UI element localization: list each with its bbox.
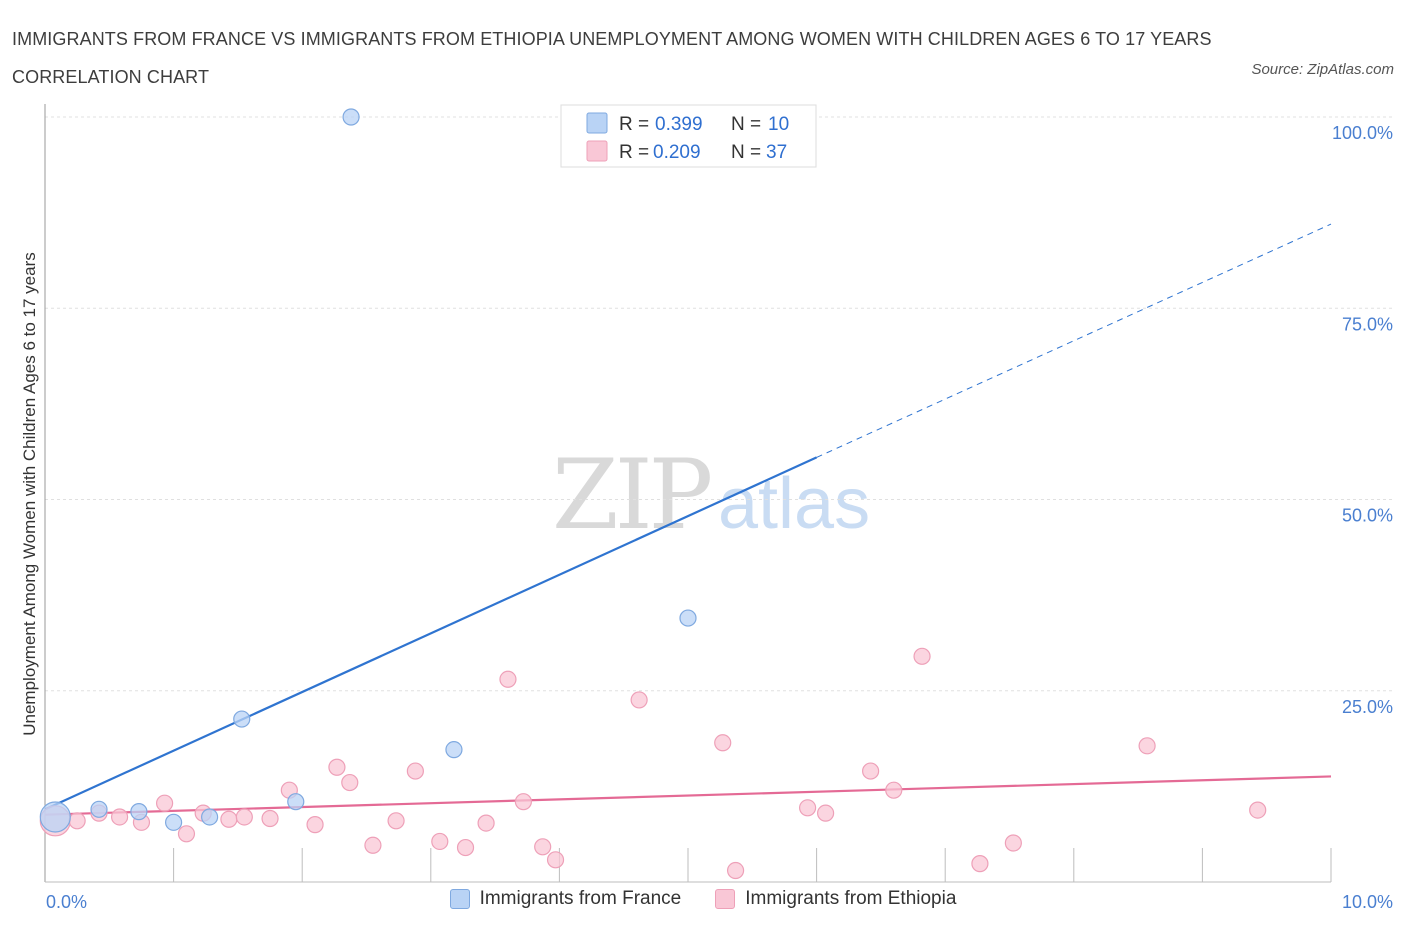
legend-swatch-ethiopia: [715, 889, 736, 909]
stats-n-label-ethiopia: N =: [731, 142, 761, 163]
chart-title: IMMIGRANTS FROM FRANCE VS IMMIGRANTS FRO…: [12, 29, 1212, 87]
stats-swatch-ethiopia: [586, 140, 608, 162]
data-point-france: [287, 793, 305, 811]
stats-n-value-ethiopia: 37: [766, 142, 787, 163]
data-point-france: [201, 808, 219, 826]
data-point-ethiopia: [68, 812, 86, 830]
data-point-ethiopia: [431, 832, 449, 851]
data-point-ethiopia: [406, 762, 424, 780]
data-point-ethiopia: [726, 861, 745, 880]
data-point-ethiopia: [220, 810, 238, 828]
data-points: [39, 108, 1267, 880]
data-point-ethiopia: [177, 825, 196, 843]
legend-swatch-france: [449, 889, 470, 909]
y-axis-tick-labels: 25.0% 50.0% 75.0% 100.0%: [1332, 123, 1393, 717]
data-point-france: [233, 710, 251, 728]
data-point-ethiopia: [913, 647, 931, 665]
y-tick-label: 50.0%: [1342, 506, 1393, 526]
source-label: Source: ZipAtlas.com: [1251, 61, 1394, 78]
data-point-france: [130, 803, 148, 821]
data-point-ethiopia: [630, 691, 648, 709]
trend-lines: [44, 223, 1332, 816]
x-axis-ticks: [173, 848, 1332, 882]
watermark-atlas: atlas: [718, 464, 870, 544]
data-point-ethiopia: [387, 812, 405, 830]
data-point-france: [679, 609, 697, 627]
data-point-ethiopia: [477, 814, 495, 832]
data-point-france: [39, 801, 71, 833]
data-point-ethiopia: [364, 836, 382, 854]
grid-lines: [45, 116, 1392, 692]
stats-r-label-france: R =: [619, 114, 649, 135]
y-tick-label: 75.0%: [1342, 314, 1393, 334]
stats-legend: R = 0.399 N = 10 R = 0.209 N = 37: [560, 104, 817, 168]
data-point-france: [165, 813, 183, 831]
y-tick-label: 25.0%: [1342, 697, 1393, 717]
data-point-ethiopia: [1004, 834, 1022, 852]
stats-n-label-france: N =: [731, 114, 761, 135]
legend-label-ethiopia: Immigrants from Ethiopia: [745, 888, 957, 909]
legend-label-france: Immigrants from France: [479, 888, 682, 909]
y-axis-label: Unemployment Among Women with Children A…: [20, 252, 39, 736]
data-point-ethiopia: [534, 838, 552, 856]
stats-r-value-france: 0.399: [655, 114, 703, 135]
data-point-ethiopia: [328, 758, 346, 776]
stats-swatch-france: [586, 112, 608, 134]
data-point-ethiopia: [306, 816, 324, 834]
stats-r-value-ethiopia: 0.209: [653, 142, 701, 163]
data-point-ethiopia: [456, 838, 475, 857]
data-point-ethiopia: [971, 855, 989, 873]
trend-line-france-extension: [816, 223, 1332, 458]
data-point-ethiopia: [546, 851, 565, 869]
data-point-ethiopia: [714, 734, 732, 752]
bottom-legend: Immigrants from France Immigrants from E…: [0, 888, 1406, 910]
watermark-zip: ZIP: [552, 439, 711, 551]
data-point-ethiopia: [1138, 737, 1156, 755]
data-point-ethiopia: [817, 804, 835, 822]
data-point-ethiopia: [235, 808, 253, 826]
stats-r-label-ethiopia: R =: [619, 142, 649, 163]
data-point-ethiopia: [862, 762, 880, 780]
data-point-ethiopia: [155, 794, 174, 812]
stats-n-value-france: 10: [768, 114, 789, 135]
data-point-ethiopia: [798, 799, 817, 817]
data-point-ethiopia: [1249, 801, 1267, 819]
data-point-france: [445, 741, 463, 759]
x-tick-label-min: 0.0%: [46, 892, 87, 912]
data-point-ethiopia: [499, 670, 517, 688]
data-point-france: [342, 108, 360, 126]
trend-line-ethiopia: [44, 775, 1332, 816]
data-point-ethiopia: [341, 773, 359, 792]
data-point-ethiopia: [110, 808, 129, 826]
x-tick-label-max: 10.0%: [1342, 892, 1393, 912]
data-point-france: [90, 800, 108, 818]
data-point-ethiopia: [514, 793, 532, 811]
data-point-ethiopia: [261, 809, 279, 828]
trend-line-france: [44, 456, 818, 811]
data-point-ethiopia: [885, 781, 903, 799]
legend-item-ethiopia[interactable]: Immigrants from Ethiopia: [715, 888, 956, 910]
legend-item-france[interactable]: Immigrants from France: [449, 888, 682, 910]
y-tick-label: 100.0%: [1332, 123, 1393, 143]
